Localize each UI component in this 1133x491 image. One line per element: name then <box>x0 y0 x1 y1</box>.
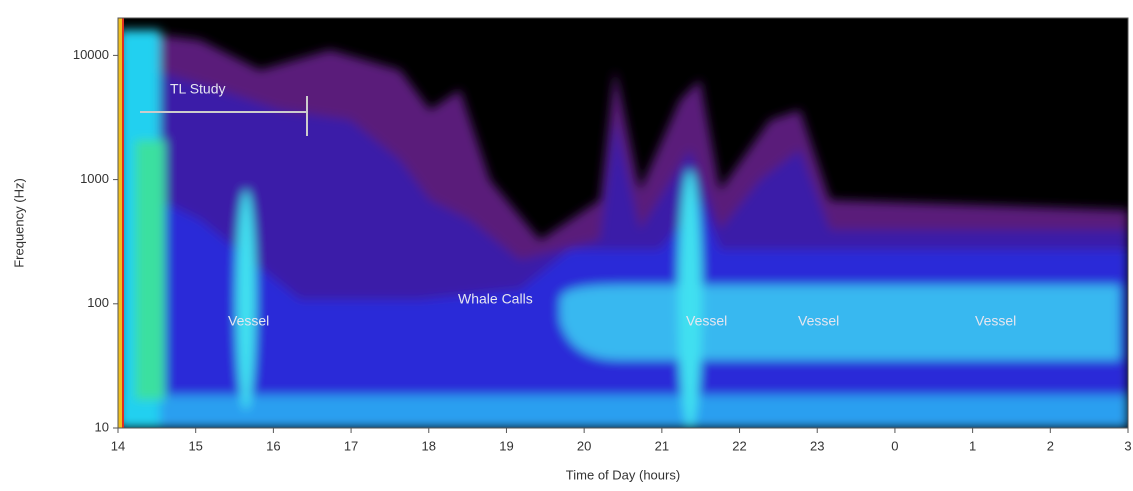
x-tick-label: 16 <box>266 438 280 453</box>
tl-study-core <box>135 140 165 400</box>
x-tick-label: 23 <box>810 438 824 453</box>
annotation: Vessel <box>686 313 727 329</box>
x-axis-label: Time of Day (hours) <box>566 467 680 482</box>
annotation: Whale Calls <box>458 291 533 307</box>
x-tick-label: 21 <box>655 438 669 453</box>
x-tick-label: 14 <box>111 438 125 453</box>
intensity-field <box>118 30 1128 428</box>
x-tick-label: 18 <box>422 438 436 453</box>
x-tick-label: 3 <box>1124 438 1131 453</box>
annotation: TL Study <box>170 81 226 97</box>
edge-band <box>122 18 124 428</box>
spectrogram-image <box>118 18 1128 428</box>
x-tick-label: 19 <box>499 438 513 453</box>
x-tick-label: 1 <box>969 438 976 453</box>
vessel-band <box>560 285 1120 360</box>
x-tick-label: 15 <box>188 438 202 453</box>
y-axis-label: Frequency (Hz) <box>11 178 26 268</box>
y-tick-label: 100 <box>87 295 109 310</box>
annotation: Vessel <box>228 313 269 329</box>
x-tick-label: 17 <box>344 438 358 453</box>
plot-frame <box>117 17 1129 429</box>
y-tick-label: 10000 <box>73 47 109 62</box>
x-tick-label: 22 <box>732 438 746 453</box>
x-tick-label: 0 <box>891 438 898 453</box>
vessel-track <box>236 190 256 410</box>
x-tick-label: 2 <box>1047 438 1054 453</box>
annotation: Vessel <box>975 313 1016 329</box>
y-tick-label: 10 <box>95 419 109 434</box>
edge-band <box>118 18 122 428</box>
y-tick-label: 1000 <box>80 171 109 186</box>
low-band <box>118 395 1128 428</box>
annotation: Vessel <box>798 313 839 329</box>
vessel-track <box>678 170 702 428</box>
x-tick-label: 20 <box>577 438 591 453</box>
